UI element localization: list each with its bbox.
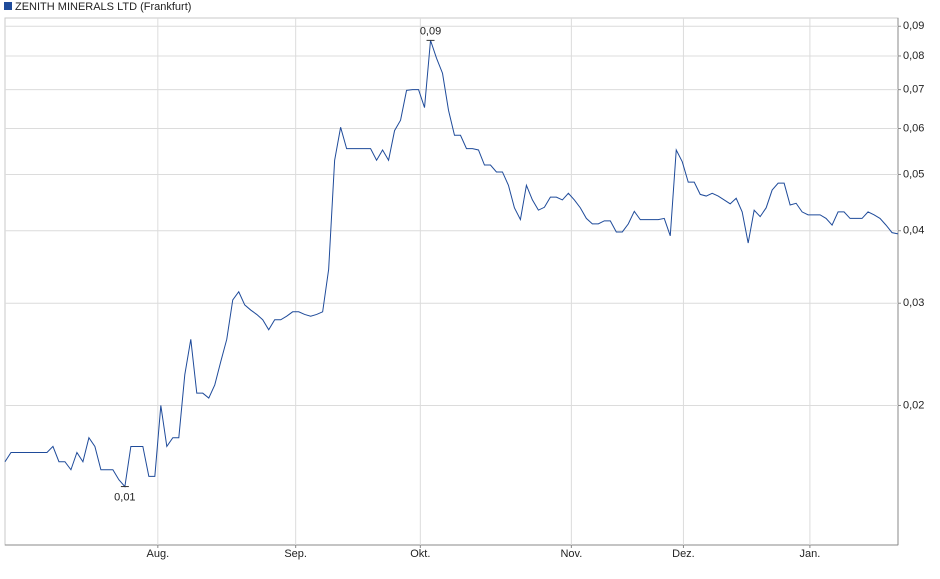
annotation-label: 0,01 — [114, 491, 135, 503]
y-tick-label: 0,08 — [903, 50, 924, 62]
x-tick-label: Aug. — [147, 548, 170, 560]
y-tick-label: 0,04 — [903, 225, 924, 237]
y-tick-label: 0,03 — [903, 297, 924, 309]
x-tick-label: Okt. — [410, 548, 430, 560]
legend-label: ZENITH MINERALS LTD (Frankfurt) — [15, 1, 191, 13]
x-tick-label: Sep. — [284, 548, 307, 560]
plot-frame — [4, 17, 899, 546]
x-tick-label: Nov. — [560, 548, 582, 560]
price-line — [4, 40, 899, 488]
x-tick-label: Dez. — [672, 548, 695, 560]
y-tick-label: 0,02 — [903, 399, 924, 411]
y-tick-label: 0,07 — [903, 84, 924, 96]
x-tick-label: Jan. — [800, 548, 821, 560]
y-tick-label: 0,09 — [903, 20, 924, 32]
y-tick-label: 0,06 — [903, 122, 924, 134]
annotation-label: 0,09 — [420, 25, 441, 37]
y-tick-label: 0,05 — [903, 168, 924, 180]
legend-swatch — [4, 2, 12, 10]
